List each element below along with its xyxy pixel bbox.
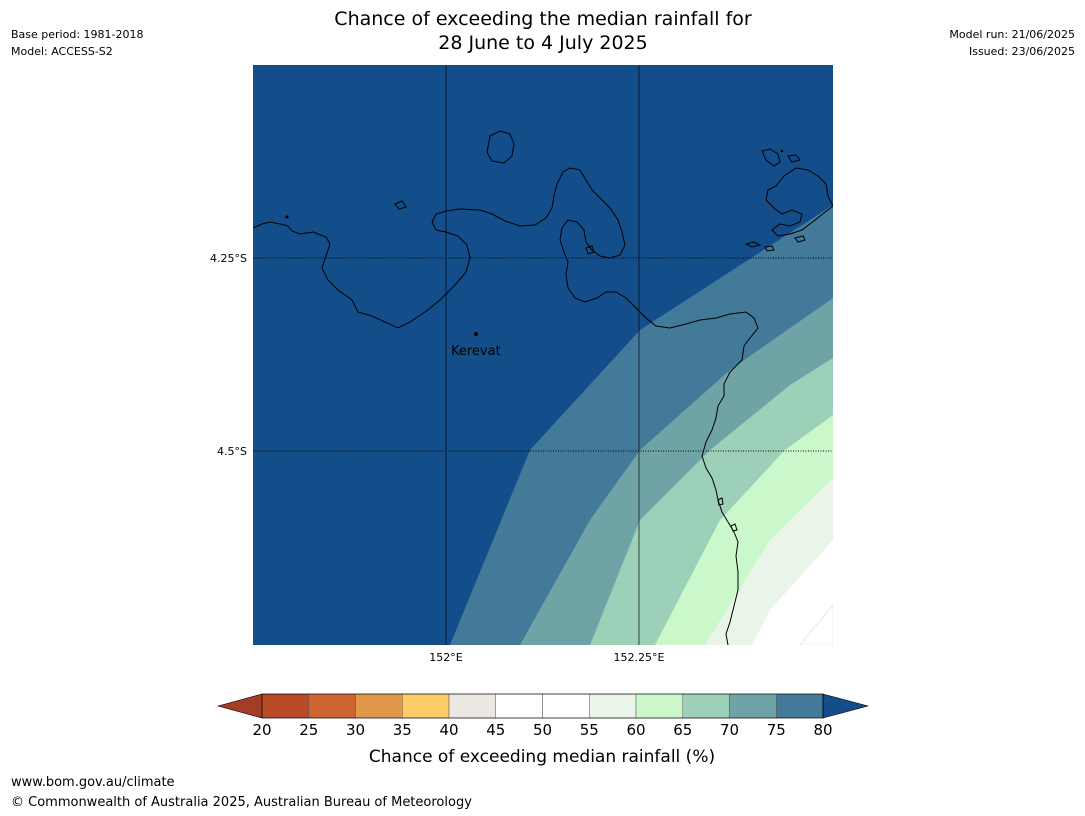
model-text: Model: ACCESS-S2 [11,45,113,58]
colorbar-tick-label: 45 [486,721,505,739]
colorbar-segment [729,693,777,719]
colorbar-tick-label: 80 [813,721,832,739]
footer-copyright: © Commonwealth of Australia 2025, Austra… [11,795,472,810]
colorbar-segment [776,693,824,719]
colorbar-tick-label: 75 [767,721,786,739]
colorbar-segment [495,693,543,719]
zone-45-50 [752,540,833,645]
colorbar-tick-label: 50 [533,721,552,739]
colorbar-tick-label: 65 [673,721,692,739]
footer-url: www.bom.gov.au/climate [11,775,175,790]
colorbar-tick-label: 30 [346,721,365,739]
coastline-island-north [486,130,515,164]
coastline-dot-islet-2 [780,149,784,153]
colorbar-tick-label: 20 [252,721,271,739]
title-line-2: 28 June to 4 July 2025 [438,32,648,54]
colorbar-segment [682,693,730,719]
colorbar-segment [542,693,590,719]
colorbar: 20 25 30 35 40 45 50 55 60 65 70 75 80 Chance of exc… [216,693,870,767]
zone-edge-sliver [799,604,833,645]
colorbar-high-extension [822,693,870,719]
lon-label-152-25e: 152.25°E [614,651,665,664]
coastline-islet-h [730,523,738,532]
colorbar-segment [355,693,403,719]
colorbar-low-extension [216,693,263,719]
colorbar-tick-label: 60 [626,721,645,739]
coastline-islet-g [794,235,806,243]
colorbar-segments [261,693,824,719]
base-period-text: Base period: 1981-2018 [11,28,144,41]
colorbar-segment [308,693,356,719]
lat-label-4-5s: 4.5°S [217,445,247,458]
colorbar-tick-label: 25 [299,721,318,739]
kerevat-label: Kerevat [451,344,501,359]
colorbar-segment [261,693,309,719]
lat-label-4-25s: 4.25°S [210,252,247,265]
header-right-meta: Model run: 21/06/2025 Issued: 23/06/2025 [949,26,1075,60]
kerevat-marker [474,332,478,336]
issued-text: Issued: 23/06/2025 [968,45,1075,58]
colorbar-segment [635,693,683,719]
coastline [253,130,833,645]
coastline-islet-b [585,245,595,255]
colorbar-tick-label: 70 [720,721,739,739]
colorbar-segment [448,693,496,719]
colorbar-tick-label: 40 [439,721,458,739]
colorbar-tick-label: 35 [393,721,412,739]
map-panel: Kerevat [253,65,833,645]
coastline-islet-c [761,148,781,167]
colorbar-segment [589,693,637,719]
coastline-islet-i [717,497,724,506]
coastline-islet-e [744,241,762,248]
coastline-islet-a [394,200,407,210]
lon-label-152e: 152°E [429,651,462,664]
colorbar-segment [402,693,450,719]
coastline-main [253,167,759,645]
colorbar-tick-labels: 20 25 30 35 40 45 50 55 60 65 70 75 80 [252,721,832,739]
model-run-text: Model run: 21/06/2025 [949,28,1075,41]
colorbar-outline [261,693,824,719]
map-title: Chance of exceeding the median rainfall … [243,7,843,55]
coastline-islet-d [787,154,801,163]
header-left-meta: Base period: 1981-2018 Model: ACCESS-S2 [11,26,143,60]
colorbar-label: Chance of exceeding median rainfall (%) [369,747,715,767]
colorbar-tick-label: 55 [580,721,599,739]
title-line-1: Chance of exceeding the median rainfall … [334,8,752,30]
gridlines [253,65,833,645]
coastline-islet-f [764,245,775,252]
coastline-new-ireland-tip [765,167,833,237]
coastline-dot-islet [285,215,289,219]
